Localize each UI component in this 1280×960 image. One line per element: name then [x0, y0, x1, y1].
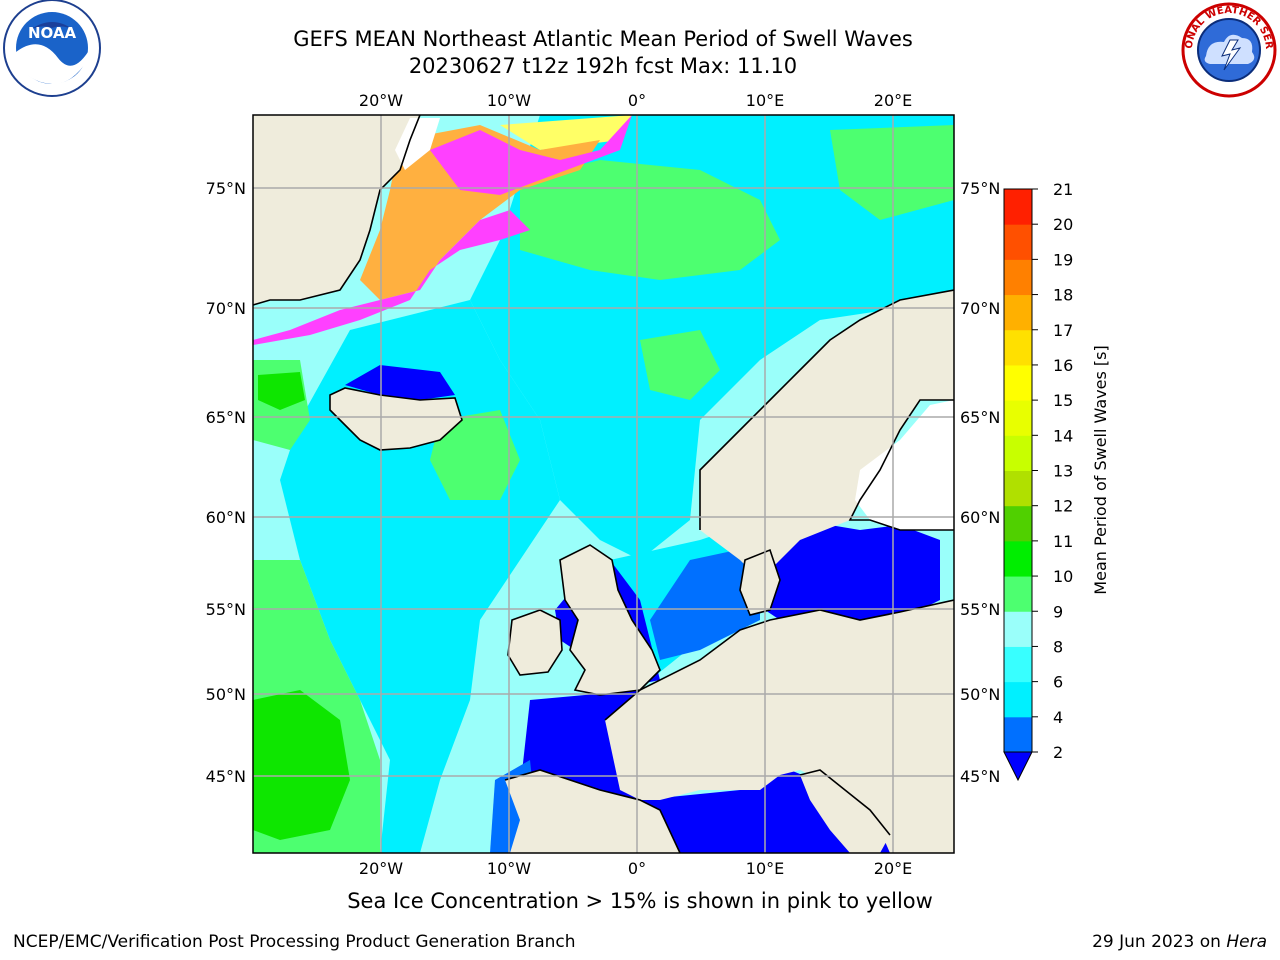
swell-9-10s-norwegian-sea: [830, 125, 954, 220]
map-frame: [252, 114, 955, 854]
lat-label-left: 75°N: [206, 179, 246, 198]
lat-label-left: 60°N: [206, 508, 246, 527]
land-denmark: [740, 550, 780, 615]
colorbar-segment: [1004, 646, 1032, 683]
land-greenland: [253, 115, 420, 305]
lon-label-bottom: 0°: [628, 859, 646, 878]
colorbar-segment: [1004, 364, 1032, 401]
colorbar-tick-label: 12: [1053, 497, 1073, 516]
colorbar-tick-label: 2: [1053, 743, 1063, 762]
colorbar-tick-label: 21: [1053, 180, 1073, 199]
swell-9-10s-faroe: [430, 410, 520, 500]
colorbar-segment: [1004, 189, 1032, 225]
lat-label-left: 45°N: [206, 767, 246, 786]
colorbar-under-arrow: [1003, 751, 1033, 782]
noaa-logo-text: NOAA: [28, 24, 77, 42]
swell-2-4s-nearshore: [650, 545, 760, 660]
colorbar-tick-label: 6: [1053, 673, 1063, 692]
lat-label-right: 75°N: [960, 179, 1000, 198]
footer-host: Hera: [1226, 932, 1267, 952]
sea-ice-magenta-strip: [430, 115, 632, 195]
colorbar-tick-label: 13: [1053, 462, 1073, 481]
land-great-britain: [560, 545, 660, 695]
lon-label-bottom: 20°E: [874, 859, 912, 878]
footer-date: 29 Jun 2023 on Hera: [1092, 932, 1267, 952]
lat-label-left: 55°N: [206, 600, 246, 619]
colorbar-segment: [1004, 294, 1032, 331]
colorbar-segment: [1004, 505, 1032, 542]
colorbar-tick-label: 8: [1053, 637, 1063, 656]
lat-label-right: 55°N: [960, 600, 1000, 619]
lat-label-left: 65°N: [206, 408, 246, 427]
nws-logo: NATIONAL WEATHER SERVICE: [1178, 0, 1277, 98]
lat-label-right: 65°N: [960, 408, 1000, 427]
lat-label-left: 50°N: [206, 685, 246, 704]
lon-label-bottom: 10°E: [746, 859, 784, 878]
lat-label-right: 60°N: [960, 508, 1000, 527]
colorbar-segment: [1004, 681, 1032, 718]
land-scandinavia: [700, 290, 954, 580]
sea-ice-magenta: [253, 210, 530, 345]
noaa-logo: NOAA: [3, 0, 101, 97]
land-finland-white: [855, 400, 954, 530]
coastlines: [253, 115, 954, 853]
colorbar-tick-label: 19: [1053, 250, 1073, 269]
colorbar-tick-label: 15: [1053, 391, 1073, 410]
land-continental-europe: [605, 600, 954, 853]
colorbar-segment: [1004, 435, 1032, 471]
lat-label-right: 50°N: [960, 685, 1000, 704]
colorbar-segment: [1004, 611, 1032, 647]
colorbar-tick-label: 9: [1053, 602, 1063, 621]
colorbar-segment: [1004, 259, 1032, 296]
colorbar: 2 4 6 8 9 10 11 12 13 14 15 16 17 18 19 20 21: [1003, 180, 1073, 782]
colorbar-tick-label: 4: [1053, 708, 1063, 727]
land-italy: [800, 770, 890, 853]
colorbar-segment: [1004, 400, 1032, 436]
lon-label-bottom: 10°W: [487, 859, 531, 878]
land-iceland: [330, 388, 462, 450]
lon-label-top: 10°W: [487, 91, 531, 110]
lat-label-right: 70°N: [960, 299, 1000, 318]
lon-label-top: 20°E: [874, 91, 912, 110]
land-ireland: [508, 610, 562, 675]
map-field: [253, 115, 954, 853]
plot-subtitle: 20230627 t12z 192h fcst Max: 11.10: [408, 54, 798, 78]
colorbar-tick-label: 16: [1053, 356, 1073, 375]
colorbar-label: Mean Period of Swell Waves [s]: [1091, 345, 1110, 594]
land-greenland-coast-white: [395, 118, 440, 170]
footer-credit: NCEP/EMC/Verification Post Processing Pr…: [13, 932, 576, 952]
colorbar-tick-label: 18: [1053, 286, 1073, 305]
graticule: [253, 115, 954, 853]
colorbar-tick-label: 11: [1053, 532, 1073, 551]
sea-ice-note: Sea Ice Concentration > 15% is shown in …: [347, 889, 933, 913]
plot-title: GEFS MEAN Northeast Atlantic Mean Period…: [293, 27, 913, 51]
colorbar-segment: [1004, 716, 1032, 753]
colorbar-segment: [1004, 540, 1032, 577]
colorbar-tick-label: 20: [1053, 215, 1073, 234]
lat-label-right: 45°N: [960, 767, 1000, 786]
lon-label-top: 20°W: [359, 91, 403, 110]
lat-label-left: 70°N: [206, 299, 246, 318]
colorbar-segment: [1004, 224, 1032, 260]
swell-10-11s-southwest: [253, 690, 350, 840]
lon-label-top: 0°: [628, 91, 646, 110]
colorbar-segment: [1004, 470, 1032, 507]
lon-label-top: 10°E: [746, 91, 784, 110]
swell-under-2s-iceland-north: [345, 365, 455, 400]
colorbar-segment: [1004, 329, 1032, 366]
colorbar-tick-label: 17: [1053, 321, 1073, 340]
swell-9-10s-greenland-sea: [520, 160, 780, 280]
lon-label-bottom: 20°W: [359, 859, 403, 878]
swell-10-11s-iceland-west: [258, 372, 305, 410]
swell-9-10s-mid: [640, 330, 720, 400]
footer-date-text: 29 Jun 2023 on: [1092, 932, 1227, 952]
colorbar-tick-label: 14: [1053, 426, 1073, 445]
colorbar-segment: [1004, 576, 1032, 612]
colorbar-tick-label: 10: [1053, 567, 1073, 586]
